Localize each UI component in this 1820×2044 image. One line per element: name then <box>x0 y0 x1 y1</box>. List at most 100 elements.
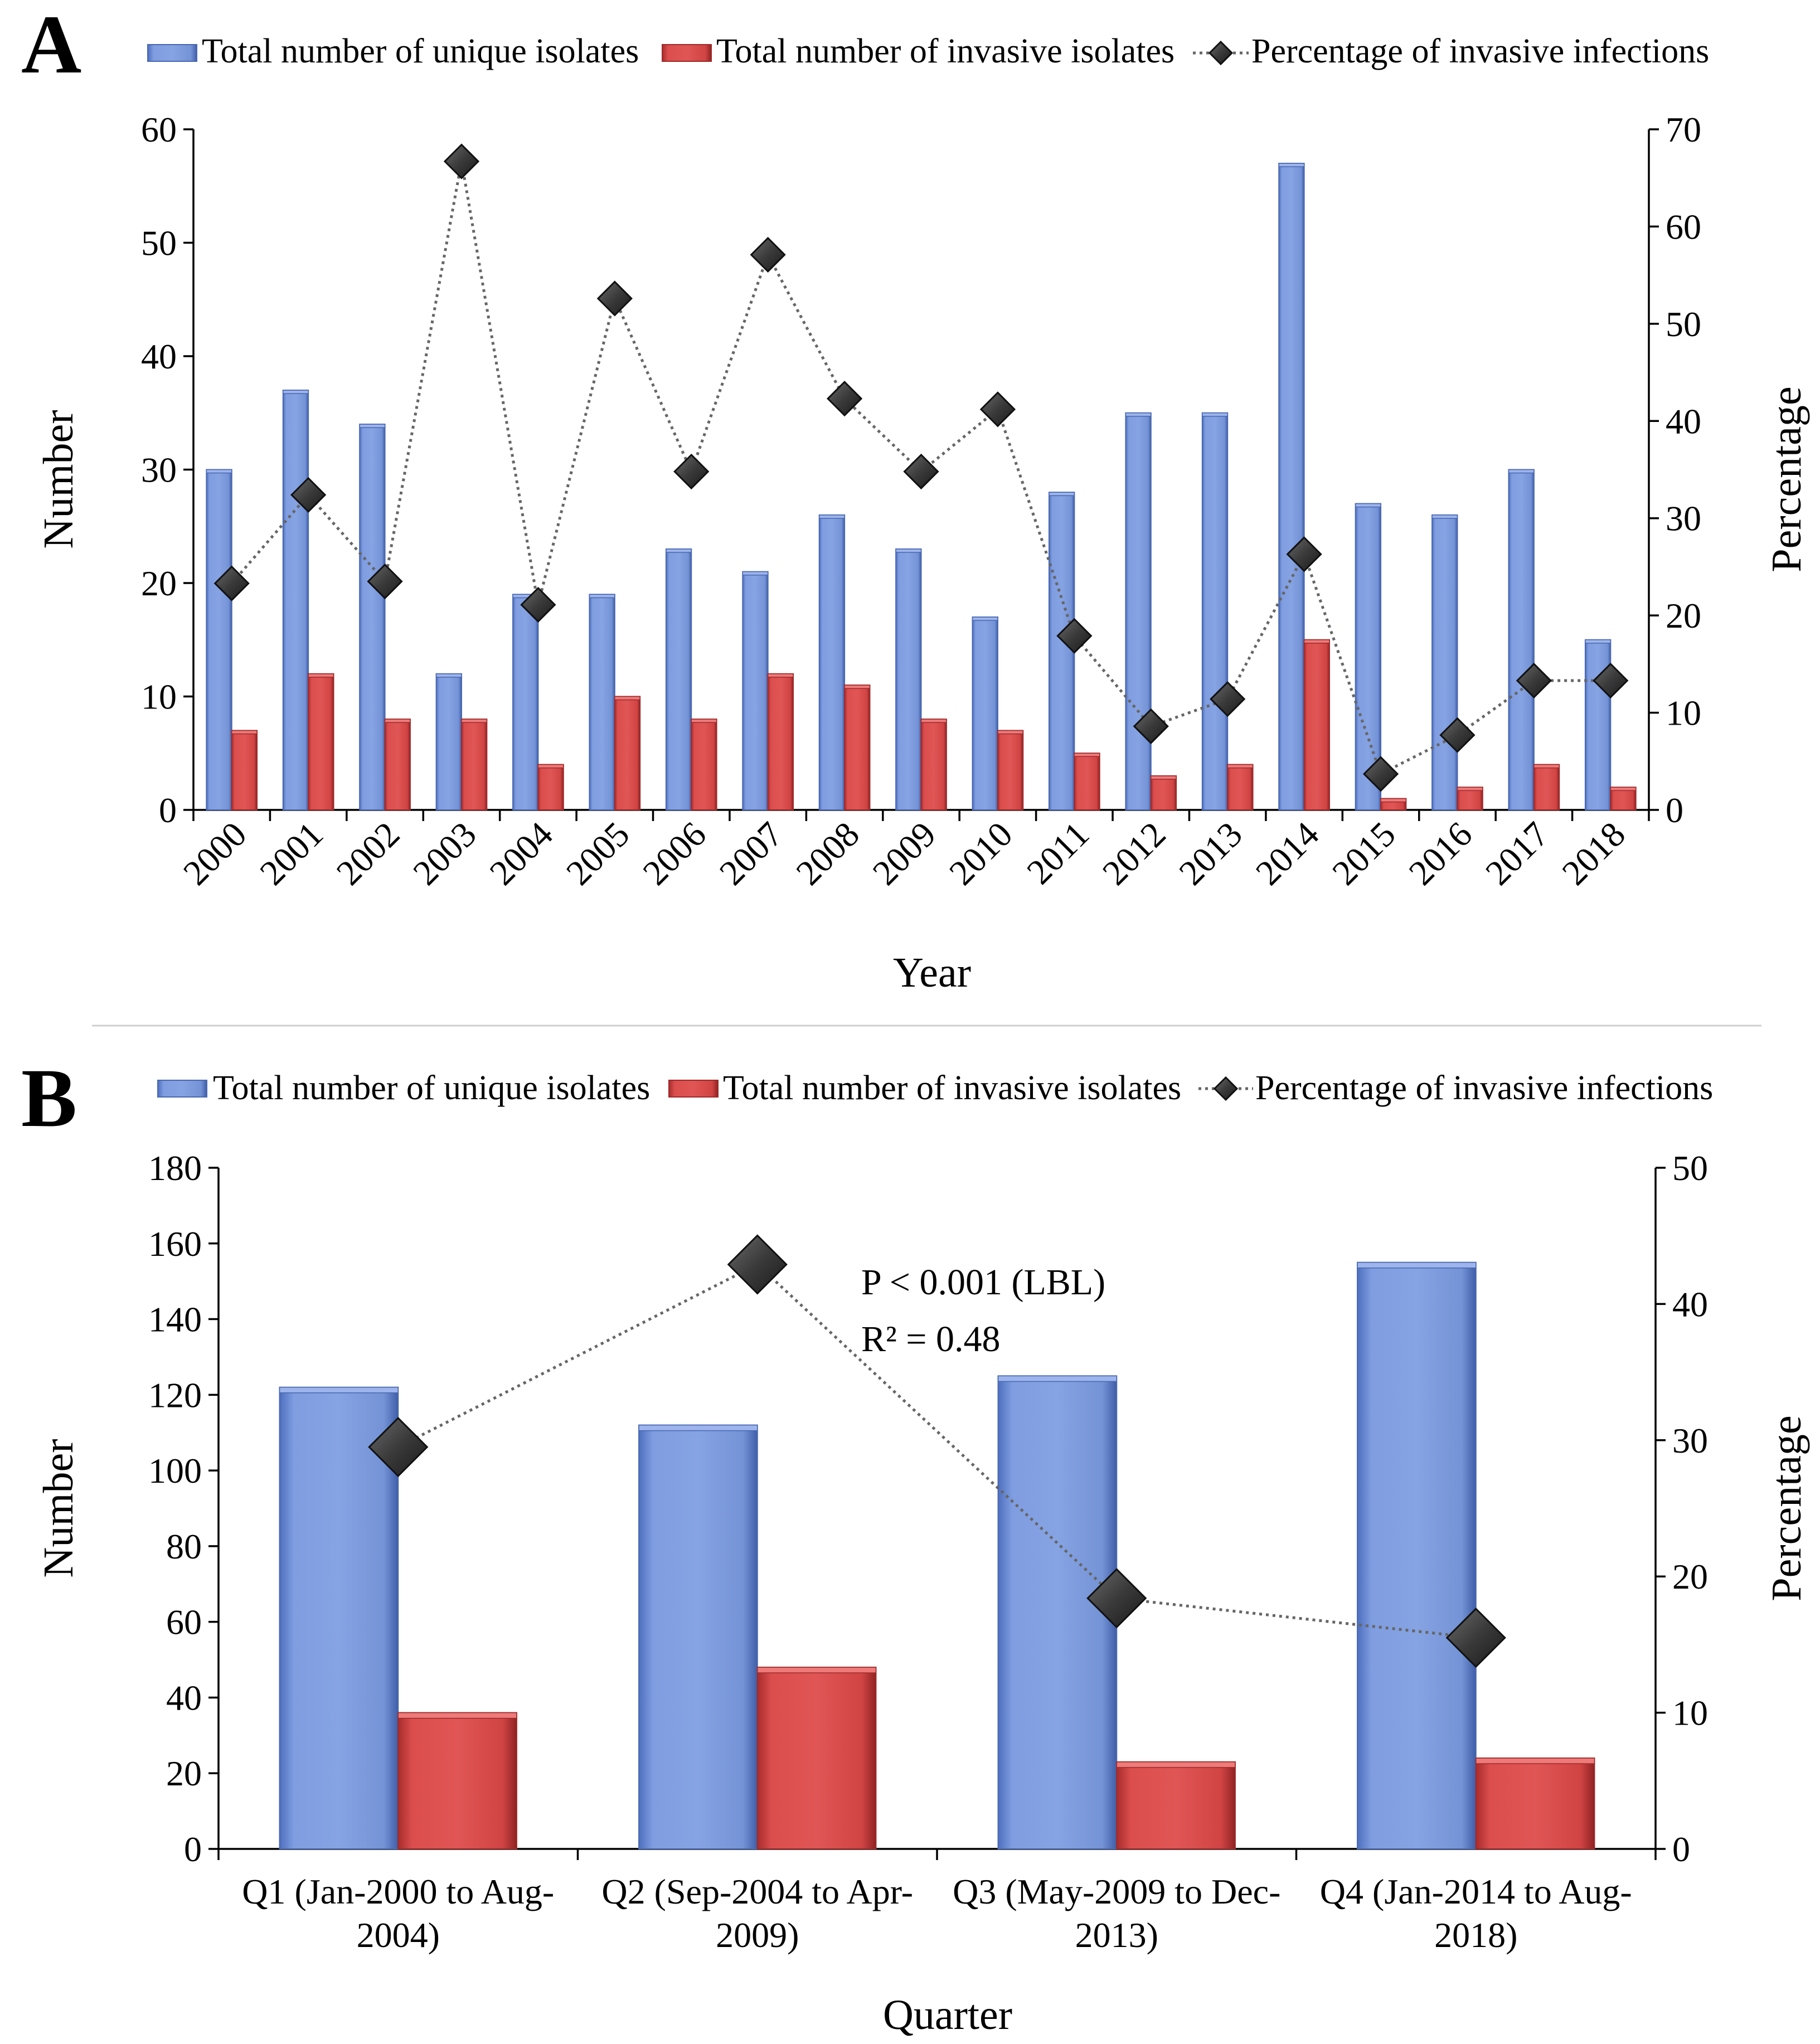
bar-invasive-a <box>920 718 947 810</box>
x-tick-label-a: 2009 <box>865 814 944 893</box>
y-tick-label-a: 20 <box>141 564 177 603</box>
percentage-point-a <box>1593 662 1629 699</box>
bar-unique-top-a <box>1049 492 1075 496</box>
percentage-point-a <box>1439 717 1476 753</box>
x-tick-label-a: 2015 <box>1324 814 1403 893</box>
bar-invasive-a <box>460 718 488 810</box>
bar-unique-a <box>895 548 922 810</box>
bar-invasive-a <box>231 730 258 811</box>
bar-invasive-top-a <box>308 673 334 678</box>
bar-unique-top-a <box>742 571 769 576</box>
x-tick-label-b: 2013) <box>1075 1915 1158 1955</box>
percentage-point-a <box>750 236 786 273</box>
x-tick-label-a: 2011 <box>1019 814 1096 892</box>
bar-invasive-a <box>1074 752 1100 810</box>
y2-tick-label-a: 0 <box>1666 790 1683 830</box>
percentage-point-a <box>290 477 327 513</box>
percentage-point-a <box>1362 756 1399 792</box>
x-tick-label-a: 2008 <box>788 814 867 893</box>
bar-unique-a <box>359 424 386 810</box>
percentage-point-b <box>368 1416 429 1478</box>
bar-unique-a <box>818 514 846 810</box>
legend-b-unique-label: Total number of unique isolates <box>213 1069 650 1107</box>
bar-unique-a <box>206 469 232 810</box>
bar-invasive-top-a <box>231 730 258 735</box>
bar-invasive-top-a <box>1151 775 1177 780</box>
legend-a-unique-swatch <box>147 44 197 62</box>
bar-unique-top-b <box>1357 1261 1477 1269</box>
y2-tick-label-a: 70 <box>1666 110 1701 149</box>
percentage-point-b <box>1445 1608 1506 1668</box>
percentage-point-a <box>520 586 556 623</box>
legend-b-percentage-label: Percentage of invasive infections <box>1255 1069 1713 1107</box>
bar-invasive-a <box>844 684 871 811</box>
bar-invasive-b <box>1116 1761 1236 1849</box>
bar-invasive-top-a <box>844 684 871 689</box>
bar-unique-top-a <box>818 514 845 519</box>
bar-invasive-top-b <box>1116 1761 1236 1768</box>
x-tick-label-a: 2017 <box>1478 814 1556 893</box>
bar-invasive-b <box>1475 1757 1595 1849</box>
percentage-point-a <box>1133 708 1169 745</box>
bar-unique-top-a <box>1355 503 1381 508</box>
y2-axis-title-b: Percentage <box>1763 1415 1810 1601</box>
y-tick-label-b: 180 <box>148 1148 202 1188</box>
x-tick-label-a: 2001 <box>252 814 331 893</box>
bar-unique-top-b <box>279 1387 399 1394</box>
y2-tick-label-b: 40 <box>1672 1284 1708 1324</box>
percentage-point-a <box>1056 618 1093 654</box>
bar-invasive-a <box>1457 786 1483 811</box>
percentage-point-a <box>673 453 710 490</box>
bar-unique-a <box>282 390 309 810</box>
y-tick-label-a: 10 <box>141 677 177 717</box>
x-tick-label-a: 2005 <box>559 814 637 893</box>
percentage-point-a <box>979 391 1016 428</box>
y-tick-label-a: 0 <box>159 790 177 830</box>
bar-unique-top-a <box>1585 639 1612 644</box>
bar-unique-top-b <box>638 1424 758 1431</box>
y-tick-label-a: 40 <box>141 337 177 376</box>
bar-unique-a <box>1431 514 1458 810</box>
y2-tick-label-b: 20 <box>1672 1557 1708 1596</box>
bar-unique-top-a <box>359 424 386 428</box>
legend-b: Total number of unique isolates Total nu… <box>157 1069 1713 1107</box>
y2-tick-label-a: 20 <box>1666 596 1701 635</box>
y-axis-title-a: Number <box>35 410 82 548</box>
plot-area-b: 0 20 40 60 80 100 120 140 160 180 0 10 20 30 40 50 Q1 (J… <box>148 1148 1708 1955</box>
bar-invasive-top-a <box>1303 639 1330 644</box>
y2-tick-label-a: 10 <box>1666 693 1701 733</box>
bar-invasive-a <box>997 730 1024 811</box>
x-tick-label-b: Q3 (May-2009 to Dec- <box>953 1872 1280 1911</box>
x-tick-label-b: Q1 (Jan-2000 to Aug- <box>242 1872 554 1911</box>
bar-unique-top-a <box>206 469 232 474</box>
bar-unique-b <box>279 1386 399 1850</box>
bar-invasive-top-a <box>537 764 564 769</box>
x-tick-label-a: 2016 <box>1401 814 1480 893</box>
bar-invasive-top-b <box>757 1667 877 1673</box>
bar-invasive-top-a <box>767 673 794 678</box>
plot-area-a: 0 10 20 30 40 50 60 0 10 20 30 40 50 60 70 200020012002… <box>141 110 1701 892</box>
panel-b: B Total number of unique isolates Total … <box>21 1052 1810 2038</box>
bar-invasive-a <box>1303 639 1330 810</box>
bar-unique-a <box>1201 412 1229 810</box>
bar-invasive-top-a <box>997 730 1024 735</box>
bar-invasive-top-a <box>1380 798 1407 803</box>
y-tick-label-b: 40 <box>166 1678 202 1717</box>
bar-invasive-top-b <box>1476 1757 1595 1764</box>
legend-a-percentage-label: Percentage of invasive infections <box>1251 32 1709 70</box>
percentage-point-a <box>826 381 863 417</box>
bar-invasive-a <box>1150 775 1177 810</box>
bar-invasive-top-b <box>397 1712 517 1719</box>
bar-invasive-top-a <box>614 696 640 701</box>
x-tick-label-b: 2009) <box>716 1915 799 1955</box>
x-tick-label-a: 2000 <box>176 814 254 893</box>
x-tick-label-b: 2004) <box>357 1915 440 1955</box>
y-tick-label-b: 140 <box>148 1300 202 1339</box>
y-tick-label-a: 60 <box>141 110 177 149</box>
bar-invasive-a <box>308 673 334 811</box>
x-tick-label-a: 2013 <box>1171 814 1250 893</box>
bar-unique-top-a <box>589 594 615 599</box>
bar-invasive-top-a <box>461 718 488 723</box>
bar-invasive-a <box>1610 786 1637 811</box>
